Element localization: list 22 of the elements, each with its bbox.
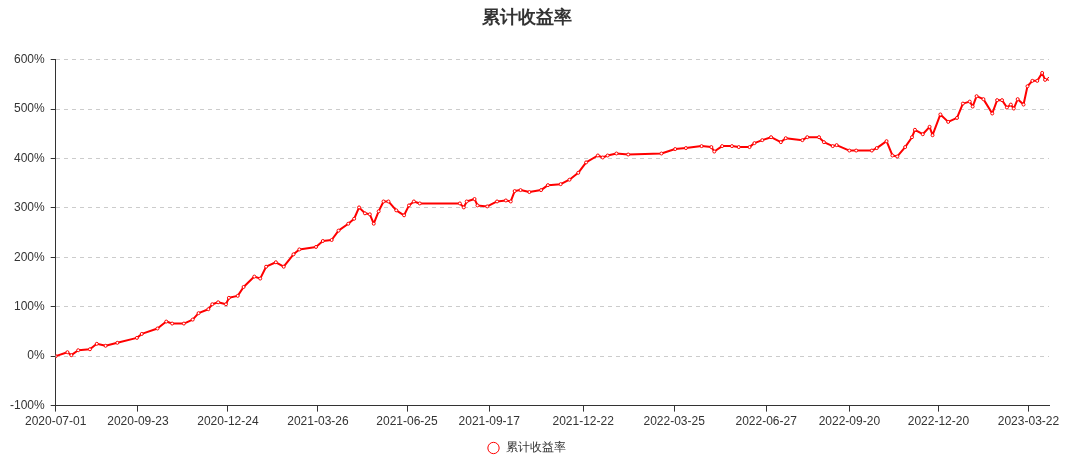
x-tick-label: 2020-12-24 — [197, 414, 259, 429]
x-tick-label: 2022-06-27 — [735, 414, 798, 429]
y-tick-label: 200% — [13, 249, 46, 264]
chart-title: 累计收益率 — [480, 6, 572, 28]
x-tick-label: 2021-12-22 — [552, 414, 615, 429]
x-tick-label: 2021-06-25 — [376, 414, 439, 429]
y-tick-label: 600% — [13, 51, 46, 66]
x-tick-label: 2021-03-26 — [287, 414, 349, 429]
y-tick-label: 500% — [13, 101, 46, 116]
x-tick-label: 2022-12-20 — [907, 414, 970, 429]
legend-label: 累计收益率 — [505, 440, 566, 455]
x-tick-label: 2022-09-20 — [818, 414, 881, 429]
y-tick-label: 400% — [13, 150, 46, 165]
x-tick-label: 2022-03-25 — [643, 414, 706, 429]
y-tick-label: 100% — [13, 299, 46, 314]
x-tick-label: 2023-03-22 — [997, 414, 1060, 429]
x-tick-label: 2020-09-23 — [107, 414, 169, 429]
x-tick-label: 2020-07-01 — [24, 414, 87, 429]
x-tick-label: 2021-09-17 — [458, 414, 521, 429]
y-tick-label: 300% — [13, 200, 46, 215]
y-tick-label: -100% — [10, 397, 46, 412]
y-tick-label: 0% — [27, 348, 46, 363]
